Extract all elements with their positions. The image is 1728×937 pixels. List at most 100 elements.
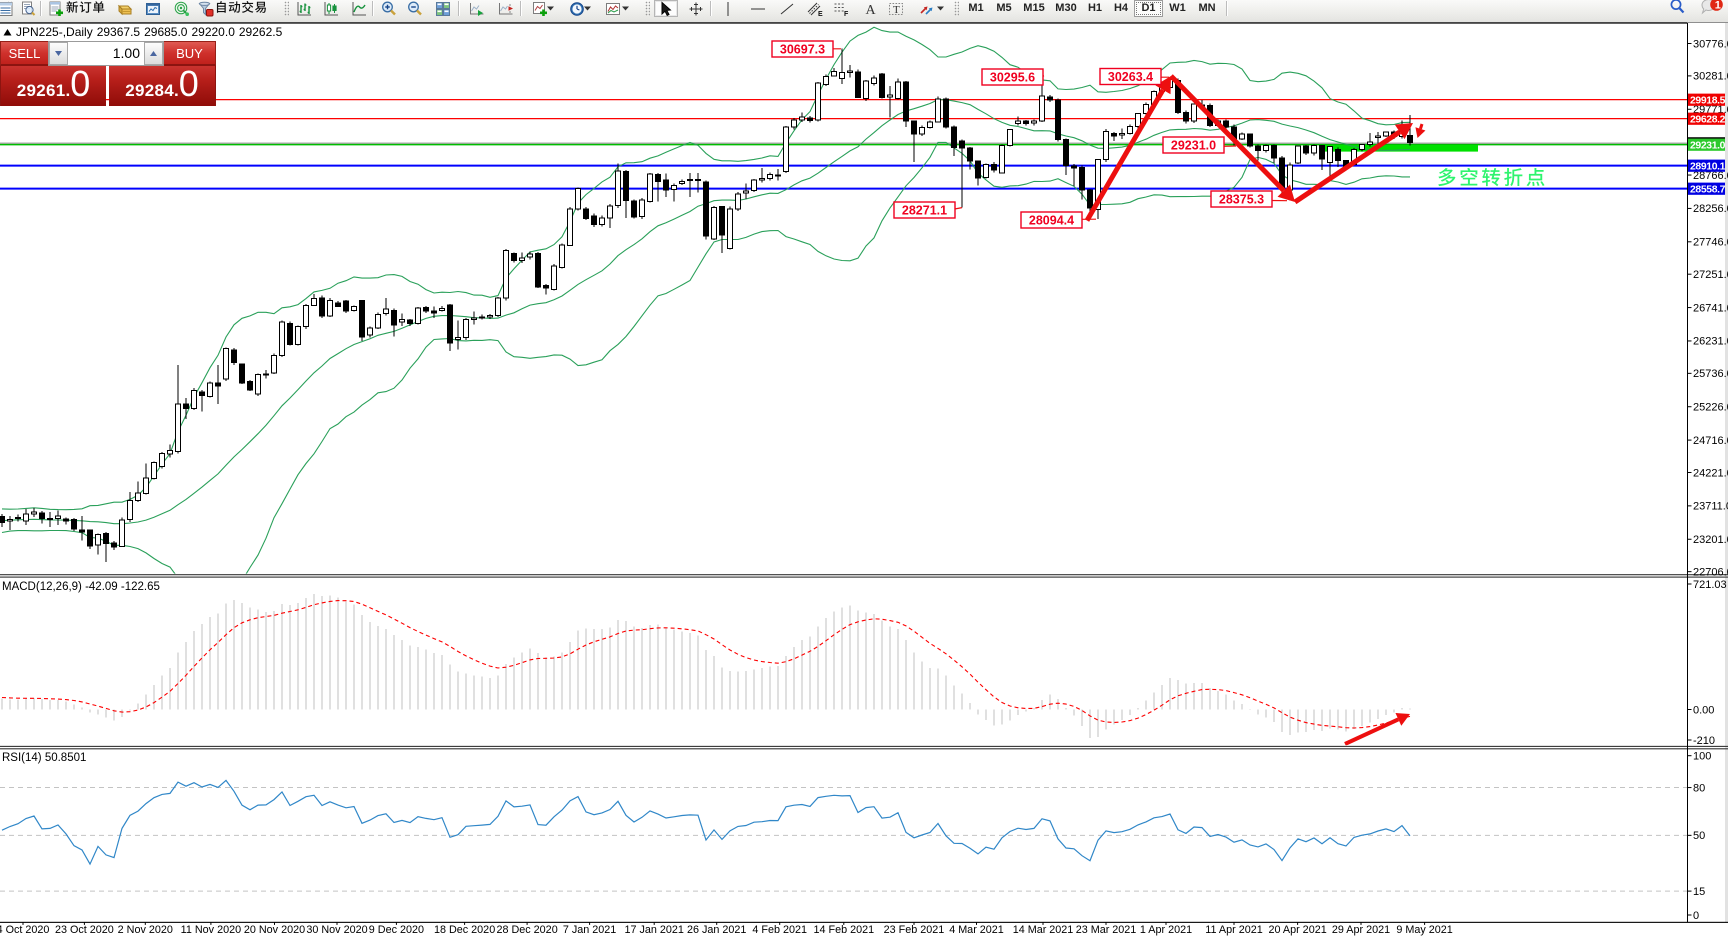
timeframe-button-w1[interactable]: W1 <box>1169 2 1186 14</box>
trend-arrow-line[interactable] <box>1169 74 1286 193</box>
deposit-button[interactable] <box>113 0 137 17</box>
candle-wick <box>689 173 691 198</box>
price-annotation-label[interactable]: 30697.3 <box>771 40 841 58</box>
buy-button[interactable]: BUY <box>164 41 216 66</box>
candlestick-mode-button[interactable] <box>319 0 343 17</box>
candle-bearish <box>631 200 637 218</box>
macd-histogram-bar <box>465 673 467 710</box>
templates-dropdown[interactable] <box>621 0 630 17</box>
tile-windows-button[interactable] <box>431 0 455 17</box>
candle-bullish <box>567 208 573 246</box>
trend-arrow-line[interactable] <box>1084 88 1166 222</box>
new-order-label[interactable] <box>66 1 108 21</box>
buy-price[interactable]: 29284 . 0 <box>109 66 216 106</box>
cursor-tool-button[interactable] <box>654 0 678 17</box>
time-axis-label: 26 Jan 2021 <box>687 924 746 936</box>
trend-arrow-line[interactable] <box>1419 123 1424 130</box>
macd-histogram-bar <box>1025 709 1027 712</box>
timeframe-button-h1[interactable]: H1 <box>1087 2 1103 14</box>
sell-price[interactable]: 29261 . 0 <box>0 66 106 106</box>
arrows-tool-button[interactable] <box>914 0 938 17</box>
candle-bearish <box>663 179 669 191</box>
equidistant-channel-tool-button[interactable]: E <box>803 0 827 17</box>
trend-arrow-line[interactable] <box>1293 129 1402 205</box>
market-watch-button[interactable] <box>0 0 18 17</box>
price-annotation-label[interactable]: 29231.0 <box>1162 136 1237 154</box>
autotrading-label[interactable] <box>215 1 270 21</box>
label-box <box>893 201 956 219</box>
macd-histogram-bar <box>953 685 955 710</box>
chart-shift-button[interactable] <box>494 0 518 17</box>
price-line-label-box <box>1688 138 1725 151</box>
candle-bearish <box>719 206 725 236</box>
label-text: 30295.6 <box>990 71 1035 85</box>
timeframe-button-m1[interactable]: M1 <box>968 2 984 14</box>
price-annotation-label[interactable]: 30263.4 <box>1099 67 1169 86</box>
price-annotation-label[interactable]: 28271.1 <box>893 201 963 219</box>
notifications-button[interactable]: 1 <box>1700 0 1724 20</box>
bar-chart-mode-button[interactable] <box>292 0 316 17</box>
macd-histogram-bar <box>1137 708 1139 710</box>
candle-bullish <box>1031 120 1037 124</box>
candle-bullish <box>823 75 829 86</box>
strategy-tester-button[interactable] <box>170 0 194 17</box>
text-tool-button[interactable]: A <box>858 0 882 17</box>
candle-bullish <box>255 374 261 395</box>
periods-dropdown[interactable] <box>583 0 592 17</box>
trend-arrow-head <box>1277 184 1295 202</box>
autotrading-button[interactable] <box>194 0 218 17</box>
macd-histogram-bar <box>393 635 395 710</box>
new-order-button[interactable] <box>44 0 68 17</box>
volume-increase-button[interactable] <box>144 42 163 65</box>
line-chart-mode-button[interactable] <box>347 0 371 17</box>
sell-button[interactable]: SELL <box>0 41 48 66</box>
macd-histogram-bar <box>681 631 683 710</box>
macd-histogram-bar <box>217 613 219 710</box>
horizontal-line-tool-button[interactable] <box>746 0 770 17</box>
price-annotation-label[interactable]: 30295.6 <box>981 68 1045 86</box>
arrows-tool-dropdown[interactable] <box>936 0 945 17</box>
price-axis-label: 24221.0 <box>1693 467 1728 479</box>
macd-histogram-bar <box>513 657 515 710</box>
timeframe-button-m15[interactable]: M15 <box>1023 2 1045 14</box>
price-axis-label: 28256.0 <box>1693 203 1728 215</box>
fibonacci-tool-button[interactable]: F <box>829 0 853 17</box>
support-zone-rectangle[interactable] <box>1324 145 1478 152</box>
pane-separator <box>0 574 1728 576</box>
terminal-button[interactable] <box>141 0 165 17</box>
print-preview-button[interactable] <box>16 0 40 17</box>
candle-bearish <box>1047 96 1053 101</box>
zoom-out-button[interactable] <box>403 0 427 17</box>
templates-button[interactable] <box>601 0 625 17</box>
note-text[interactable] <box>1438 167 1545 187</box>
timeframe-button-mn[interactable]: MN <box>1198 2 1216 14</box>
indicators-list-button[interactable] <box>528 0 552 17</box>
volume-input[interactable]: 1.00 <box>68 42 144 65</box>
timeframe-button-h4[interactable]: H4 <box>1113 2 1129 14</box>
candle-bearish <box>1111 133 1117 137</box>
macd-histogram-bar <box>1377 709 1379 719</box>
candle-bullish <box>711 206 717 240</box>
crosshair-tool-button[interactable] <box>684 0 708 17</box>
vertical-line-tool-button[interactable] <box>716 0 740 17</box>
price-annotation-label[interactable]: 28375.3 <box>1210 190 1288 208</box>
timeframe-button-d1[interactable]: D1 <box>1134 0 1163 17</box>
trend-arrow-line[interactable] <box>1344 717 1400 746</box>
pane-separator <box>0 748 1728 750</box>
periods-button[interactable] <box>565 0 589 17</box>
indicators-list-dropdown[interactable] <box>546 0 555 17</box>
volume-decrease-button[interactable] <box>49 42 68 65</box>
candle-wick <box>1409 114 1411 146</box>
zoom-in-button[interactable] <box>377 0 401 17</box>
macd-histogram-bar <box>1017 709 1019 715</box>
one-click-prices: 29261 . 0 29284 . 0 <box>0 66 216 106</box>
auto-scroll-button[interactable] <box>465 0 489 17</box>
price-annotation-label[interactable]: 28094.4 <box>1020 211 1097 229</box>
text-label-tool-button[interactable]: T <box>884 0 908 17</box>
timeframe-button-m5[interactable]: M5 <box>996 2 1012 14</box>
spin-down-icon <box>55 51 62 56</box>
search-button[interactable] <box>1669 0 1686 20</box>
timeframe-button-m30[interactable]: M30 <box>1055 2 1077 14</box>
trendline-tool-button[interactable] <box>775 0 799 17</box>
